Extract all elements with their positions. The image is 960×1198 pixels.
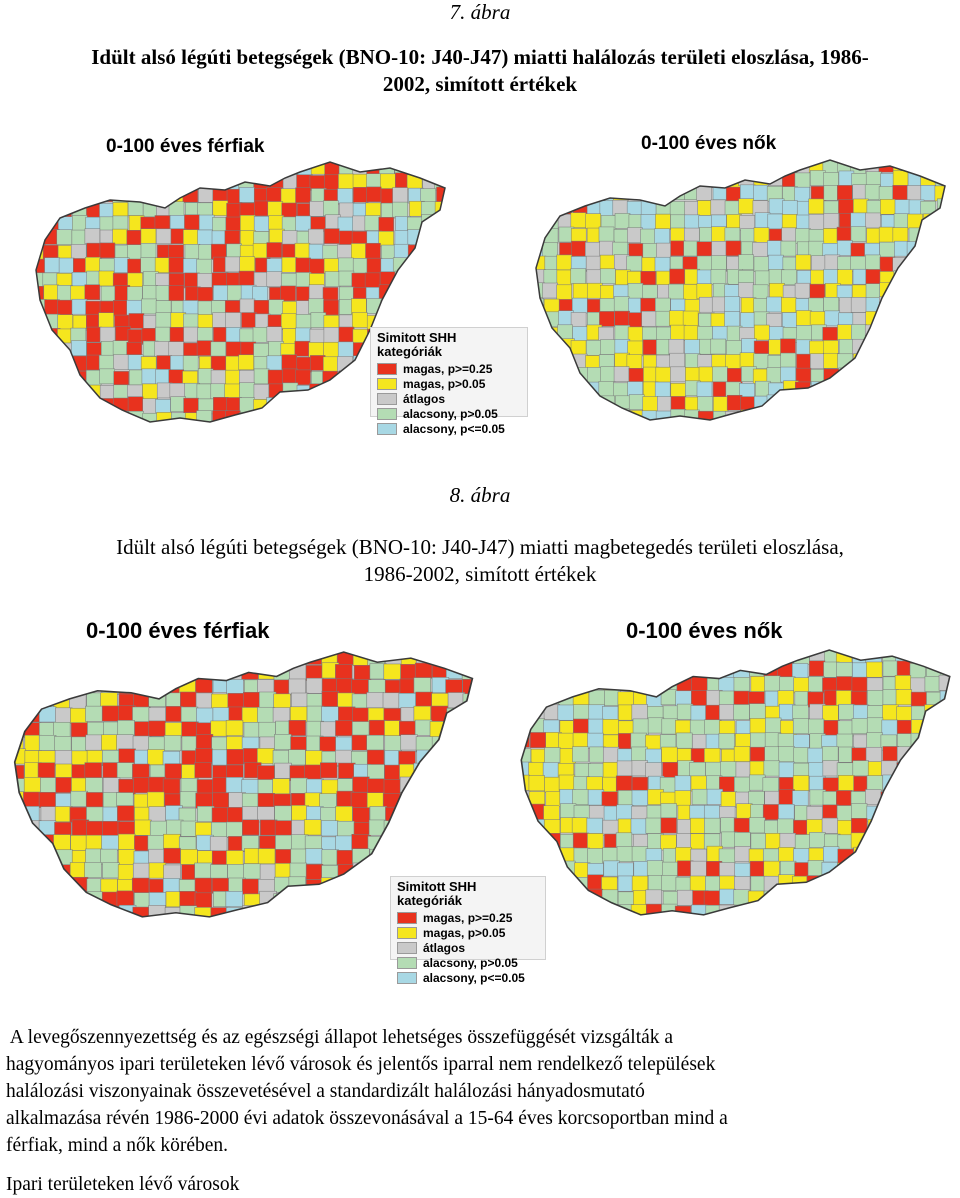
figure8-caption-line1: Idült alsó légúti betegségek (BNO-10: J4…: [116, 535, 844, 559]
figure7-legend-title: Simitott SHH kategóriák: [377, 330, 457, 359]
legend-label: magas, p>0.05: [423, 925, 506, 940]
figure7-legend: Simitott SHH kategóriák magas, p>=0.25 m…: [370, 327, 528, 436]
legend-item: átlagos: [377, 391, 521, 406]
figure8-men-map: [13, 651, 474, 918]
legend-label: alacsony, p>0.05: [423, 955, 518, 970]
legend-item: magas, p>=0.25: [377, 361, 521, 376]
legend-item: magas, p>=0.25: [397, 910, 539, 925]
legend-label: átlagos: [403, 391, 446, 406]
paragraph-line: halálozási viszonyainak összevetésével a…: [6, 1081, 645, 1102]
legend-label: alacsony, p>0.05: [403, 406, 498, 421]
legend-label: magas, p>=0.25: [403, 361, 493, 376]
legend-label: alacsony, p<=0.05: [423, 970, 525, 985]
legend-swatch-average: [397, 941, 417, 954]
figure7-women-map: [535, 159, 946, 421]
legend-swatch-high: [397, 926, 417, 939]
figure7-caption-line2: 2002, simított értékek: [382, 72, 578, 96]
legend-swatch-high-strong: [397, 911, 417, 924]
figure8-legend: Simitott SHH kategóriák magas, p>=0.25 m…: [390, 876, 546, 985]
figure7-caption-line1: Idült alsó légúti betegségek (BNO-10: J4…: [91, 45, 869, 69]
figure8-women-map: [520, 649, 951, 916]
legend-swatch-high-strong: [377, 362, 397, 375]
legend-item: magas, p>0.05: [377, 376, 521, 391]
figure8-number: 8. ábra: [449, 483, 511, 507]
figure8-caption-line2: 1986-2002, simított értékek: [363, 562, 597, 586]
legend-item: átlagos: [397, 940, 539, 955]
legend-swatch-low: [377, 407, 397, 420]
legend-swatch-low: [397, 956, 417, 969]
legend-label: magas, p>0.05: [403, 376, 486, 391]
figure7-number: 7. ábra: [449, 0, 511, 24]
legend-swatch-low-strong: [397, 971, 417, 984]
legend-label: magas, p>=0.25: [423, 910, 513, 925]
paragraph-line: férfiak, mind a nők körében.: [6, 1135, 229, 1156]
figure8-left-title: 0-100 éves férfiak: [86, 618, 270, 643]
legend-swatch-low-strong: [377, 422, 397, 435]
legend-label: alacsony, p<=0.05: [403, 421, 505, 436]
legend-item: alacsony, p<=0.05: [377, 421, 521, 436]
legend-item: alacsony, p>0.05: [377, 406, 521, 421]
figure7-men-map: [35, 161, 446, 423]
subheading: Ipari területeken lévő városok: [6, 1174, 240, 1195]
body-paragraph: A levegőszennyezettség és az egészségi á…: [6, 1024, 932, 1159]
paragraph-line: A levegőszennyezettség és az egészségi á…: [6, 1027, 674, 1048]
legend-item: magas, p>0.05: [397, 925, 539, 940]
figure7-right-title: 0-100 éves nők: [641, 133, 777, 154]
legend-label: átlagos: [423, 940, 466, 955]
paragraph-line: alkalmazása révén 1986-2000 évi adatok ö…: [6, 1108, 728, 1129]
paragraph-line: hagyományos ipari területeken lévő város…: [6, 1054, 716, 1075]
legend-item: alacsony, p<=0.05: [397, 970, 539, 985]
legend-swatch-average: [377, 392, 397, 405]
figure8-right-title: 0-100 éves nők: [626, 618, 783, 643]
legend-item: alacsony, p>0.05: [397, 955, 539, 970]
figure8-legend-title: Simitott SHH kategóriák: [397, 879, 477, 908]
legend-swatch-high: [377, 377, 397, 390]
figure7-left-title: 0-100 éves férfiak: [106, 136, 265, 157]
